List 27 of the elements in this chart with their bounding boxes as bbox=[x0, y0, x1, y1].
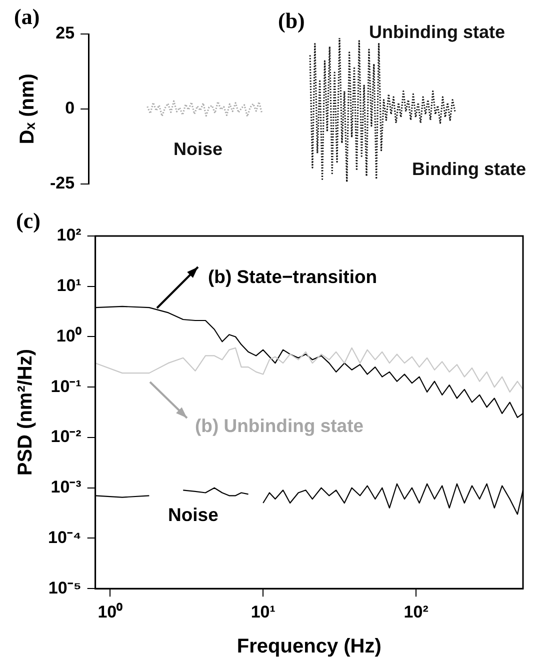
y-tick-label: 10² bbox=[56, 226, 82, 245]
series-label: Noise bbox=[168, 504, 218, 526]
y-axis-title: Dₓ (nm) bbox=[16, 74, 39, 144]
y-tick-label: 10⁻² bbox=[50, 427, 82, 446]
y-tick-label: 10⁻¹ bbox=[50, 376, 82, 396]
x-axis-title: Frequency (Hz) bbox=[236, 636, 382, 658]
y-tick-label: -25 bbox=[50, 173, 75, 192]
x-tick-label: 10² bbox=[404, 602, 429, 622]
y-tick-label: 10⁰ bbox=[56, 326, 82, 346]
y-tick-label: 10⁻⁴ bbox=[48, 528, 82, 547]
annotation: Binding state bbox=[412, 158, 526, 179]
y-tick-label: 0 bbox=[65, 98, 75, 118]
x-tick-label: 10¹ bbox=[250, 602, 276, 622]
y-tick-label: 25 bbox=[56, 24, 75, 43]
text: (b) Unbinding state bbox=[195, 415, 364, 436]
legend-label: (b) State−transition bbox=[208, 266, 378, 288]
y-tick-label: 10¹ bbox=[56, 276, 82, 296]
annotation: Unbinding state bbox=[369, 22, 505, 42]
chart-title: (c) bbox=[16, 208, 40, 233]
x-tick-label: 10⁰ bbox=[98, 602, 123, 622]
y-tick-label: 10⁻³ bbox=[50, 478, 82, 497]
chart-title: (a) bbox=[14, 4, 40, 29]
line-series bbox=[146, 100, 263, 118]
y-tick-label: 10⁻⁵ bbox=[48, 578, 82, 598]
y-axis-title: PSD (nm²/Hz) bbox=[14, 348, 37, 476]
annotation: Noise bbox=[173, 138, 223, 159]
chart-title: (b) bbox=[278, 8, 305, 33]
